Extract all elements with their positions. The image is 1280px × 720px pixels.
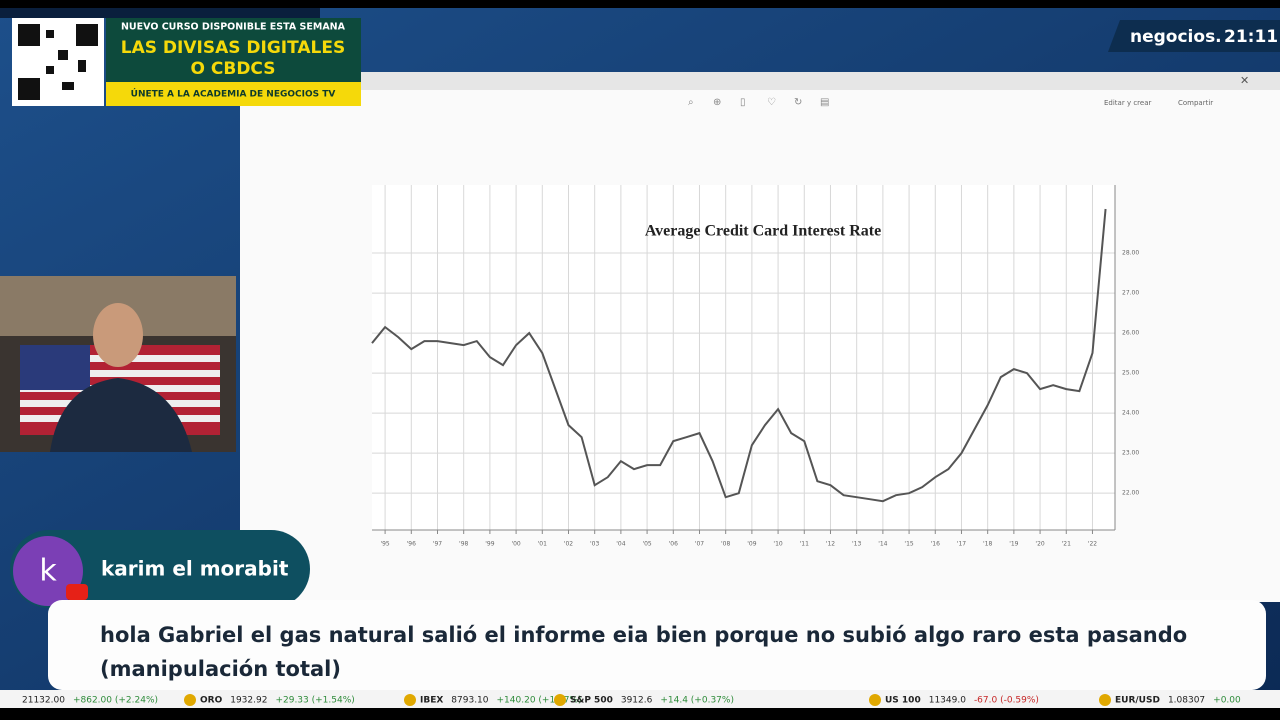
x-tick-label: '99 <box>485 541 494 548</box>
chart-title: Average Credit Card Interest Rate <box>645 223 881 240</box>
x-tick-label: '11 <box>800 541 809 548</box>
clock: 21:11 <box>1224 27 1278 47</box>
x-tick-label: '95 <box>380 541 389 548</box>
ticker-name: US 100 <box>885 696 921 706</box>
toolbar-icons: ⌕ ⊕ ▯ ♡ ↻ ▤ <box>688 97 829 108</box>
banner-box <box>106 18 361 82</box>
ticker: 21132.00 +862.00 (+2.24%) ORO 1932.92 +29.33… <box>22 694 1241 706</box>
x-tick-label: '01 <box>538 541 547 548</box>
ticker-icon <box>869 694 881 706</box>
ticker-price: 11349.0 <box>929 696 966 706</box>
y-tick-label: 28.00 <box>1122 250 1139 257</box>
x-tick-label: '16 <box>931 541 940 548</box>
close-button[interactable]: ✕ <box>1240 74 1249 87</box>
x-tick-label: '06 <box>669 541 678 548</box>
y-tick-label: 27.00 <box>1122 290 1139 297</box>
presenter-head <box>93 303 143 367</box>
x-tick-label: '20 <box>1035 541 1044 548</box>
x-tick-label: '96 <box>407 541 416 548</box>
banner-title: O CBDCS <box>191 59 276 79</box>
ticker-price: 3912.6 <box>621 696 653 706</box>
x-tick-label: '04 <box>616 541 625 548</box>
y-tick-label: 25.00 <box>1122 370 1139 377</box>
x-tick-label: '03 <box>590 541 599 548</box>
x-tick-label: '22 <box>1088 541 1097 548</box>
ticker-name: ORO <box>200 696 223 706</box>
ticker-icon <box>1099 694 1111 706</box>
ticker-icon <box>404 694 416 706</box>
svg-text:▯: ▯ <box>740 97 746 108</box>
ticker-name: EUR/USD <box>1115 696 1160 706</box>
youtube-icon <box>66 584 88 600</box>
qr-pattern <box>18 24 98 100</box>
x-tick-label: '98 <box>459 541 468 548</box>
x-tick-label: '14 <box>878 541 887 548</box>
x-tick-label: '10 <box>773 541 782 548</box>
ticker-change: -67.0 (-0.59%) <box>974 696 1039 706</box>
x-tick-label: '08 <box>721 541 730 548</box>
ticker-name: IBEX <box>420 696 443 706</box>
chat-author: karim el morabit <box>101 557 289 581</box>
ticker-name: S&P 500 <box>570 696 613 706</box>
svg-text:▤: ▤ <box>820 97 829 108</box>
x-tick-label: '15 <box>904 541 913 548</box>
x-tick-label: '19 <box>1009 541 1018 548</box>
x-tick-label: '21 <box>1062 541 1071 548</box>
ticker-icon <box>554 694 566 706</box>
edit-button[interactable]: Editar y crear <box>1104 99 1151 107</box>
x-tick-label: '00 <box>511 541 520 548</box>
ticker-price: 21132.00 <box>22 696 65 706</box>
avatar-initial: k <box>39 554 57 589</box>
logo-box <box>1108 20 1280 52</box>
y-tick-label: 26.00 <box>1122 330 1139 337</box>
ticker-change: +29.33 (+1.54%) <box>275 696 354 706</box>
x-tick-label: '17 <box>957 541 966 548</box>
ticker-price: 1.08307 <box>1168 696 1205 706</box>
window-titlebar <box>240 72 1280 90</box>
ticker-change: +140.20 (+1.57%) <box>497 696 582 706</box>
svg-text:♡: ♡ <box>767 97 776 108</box>
chat-message: (manipulación total) <box>100 657 341 681</box>
svg-text:⊕: ⊕ <box>713 97 721 108</box>
y-tick-label: 23.00 <box>1122 450 1139 457</box>
chart: 22.00 23.00 24.00 25.00 26.00 27.00 28.00 '95 '9… <box>371 185 1139 548</box>
banner-cta: ÚNETE A LA ACADEMIA DE NEGOCIOS TV <box>131 88 336 100</box>
channel-logo: negocios. <box>1130 27 1222 47</box>
svg-text:⌕: ⌕ <box>688 97 694 108</box>
banner-headline: NUEVO CURSO DISPONIBLE ESTA SEMANA <box>121 22 346 33</box>
x-tick-label: '05 <box>642 541 651 548</box>
svg-text:↻: ↻ <box>794 97 802 108</box>
banner-title: LAS DIVISAS DIGITALES <box>121 38 345 58</box>
chat-message: hola Gabriel el gas natural salió el inf… <box>100 623 1187 647</box>
ticker-change: +14.4 (+0.37%) <box>660 696 734 706</box>
ticker-change: +862.00 (+2.24%) <box>73 696 158 706</box>
chat-message-box <box>48 600 1266 690</box>
share-button[interactable]: Compartir <box>1178 99 1213 107</box>
banner-cta-box <box>106 82 361 106</box>
x-tick-label: '13 <box>852 541 861 548</box>
x-tick-label: '09 <box>747 541 756 548</box>
x-tick-label: '12 <box>826 541 835 548</box>
x-tick-label: '18 <box>983 541 992 548</box>
y-tick-label: 24.00 <box>1122 410 1139 417</box>
ticker-price: 1932.92 <box>230 696 267 706</box>
chat-avatar <box>13 536 83 606</box>
ticker-change: +0.00 <box>1213 696 1241 706</box>
presenter-body <box>50 378 192 452</box>
live-strip <box>0 8 320 18</box>
ticker-price: 8793.10 <box>451 696 488 706</box>
data-line <box>371 208 1107 503</box>
x-tick-label: '97 <box>433 541 442 548</box>
ticker-icon <box>184 694 196 706</box>
flag-canton <box>20 345 90 390</box>
x-tick-label: '02 <box>564 541 573 548</box>
ticker-bar <box>0 690 1280 708</box>
x-tick-label: '07 <box>695 541 704 548</box>
y-tick-label: 22.00 <box>1122 490 1139 497</box>
